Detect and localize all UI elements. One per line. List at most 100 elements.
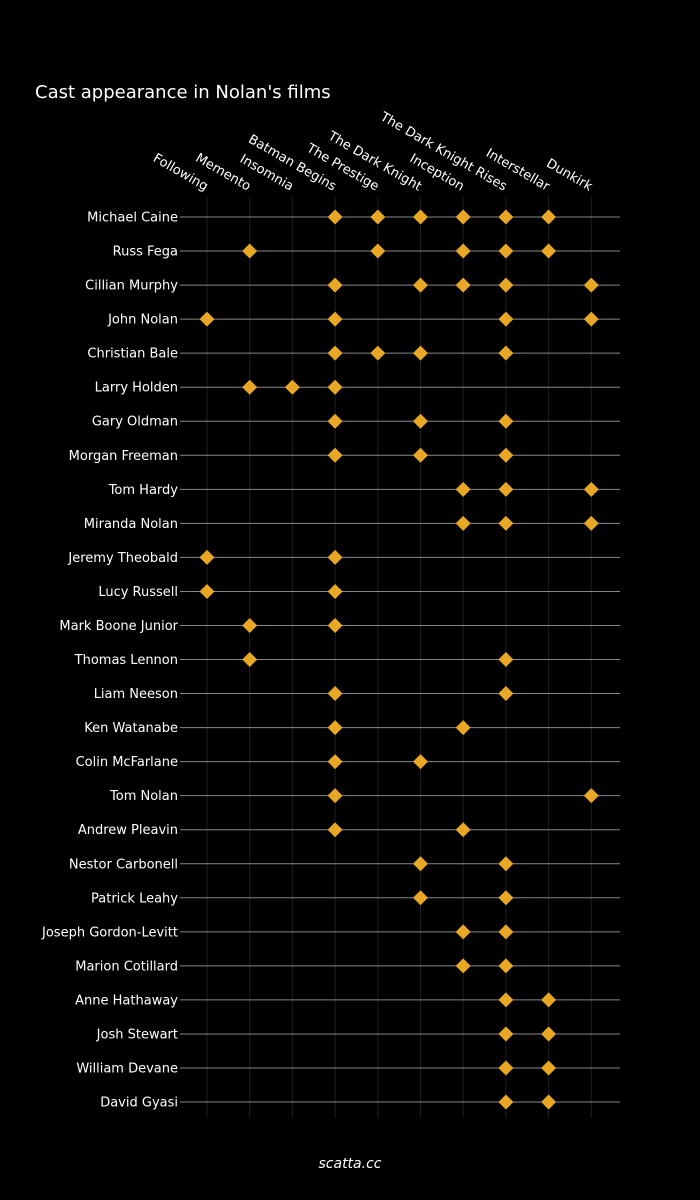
cast-label-michael-caine: Michael Caine (87, 211, 178, 226)
cast-label-john-nolan: John Nolan (107, 313, 178, 328)
marker-cillian-murphy-the-dark-knight[interactable] (413, 277, 428, 293)
cast-label-ken-watanabe: Ken Watanabe (84, 721, 178, 736)
marker-morgan-freeman-the-dark-knight-rises[interactable] (498, 447, 514, 463)
marker-patrick-leahy-the-dark-knight-rises[interactable] (498, 890, 514, 906)
marker-josh-stewart-interstellar[interactable] (541, 1026, 557, 1042)
marker-david-gyasi-the-dark-knight-rises[interactable] (498, 1094, 514, 1110)
marker-anne-hathaway-interstellar[interactable] (541, 992, 557, 1008)
marker-tom-nolan-batman-begins[interactable] (327, 788, 343, 804)
marker-joseph-gordon-levitt-inception[interactable] (455, 924, 471, 940)
marker-ken-watanabe-inception[interactable] (455, 720, 471, 736)
chart-title: Cast appearance in Nolan's films (35, 82, 331, 103)
marker-nestor-carbonell-the-dark-knight[interactable] (413, 856, 428, 872)
cast-label-anne-hathaway: Anne Hathaway (75, 993, 178, 1008)
marker-russ-fega-inception[interactable] (455, 243, 471, 259)
marker-russ-fega-the-prestige[interactable] (370, 243, 386, 259)
marker-cillian-murphy-dunkirk[interactable] (583, 277, 599, 293)
marker-lucy-russell-following[interactable] (199, 583, 215, 599)
cast-label-larry-holden: Larry Holden (95, 381, 178, 396)
marker-morgan-freeman-batman-begins[interactable] (327, 447, 343, 463)
marker-liam-neeson-the-dark-knight-rises[interactable] (498, 686, 514, 702)
cast-axis-labels: Michael Caine Russ Fega Cillian Murphy John… (41, 211, 179, 1111)
marker-joseph-gordon-levitt-the-dark-knight-rises[interactable] (498, 924, 514, 940)
marker-anne-hathaway-the-dark-knight-rises[interactable] (498, 992, 514, 1008)
appearance-markers (199, 209, 599, 1110)
marker-cillian-murphy-inception[interactable] (455, 277, 471, 293)
cast-label-morgan-freeman: Morgan Freeman (69, 449, 178, 464)
marker-patrick-leahy-the-dark-knight[interactable] (413, 890, 428, 906)
cast-label-thomas-lennon: Thomas Lennon (74, 653, 178, 668)
cast-label-cillian-murphy: Cillian Murphy (85, 279, 178, 294)
marker-colin-mcfarlane-batman-begins[interactable] (327, 754, 343, 770)
marker-tom-hardy-inception[interactable] (455, 481, 471, 497)
cast-label-liam-neeson: Liam Neeson (94, 687, 178, 702)
cast-label-nestor-carbonell: Nestor Carbonell (69, 857, 178, 872)
cast-label-christian-bale: Christian Bale (87, 347, 178, 362)
marker-gary-oldman-batman-begins[interactable] (327, 413, 343, 429)
marker-john-nolan-following[interactable] (199, 311, 215, 327)
marker-christian-bale-the-dark-knight[interactable] (413, 345, 428, 361)
marker-william-devane-the-dark-knight-rises[interactable] (498, 1060, 514, 1076)
marker-christian-bale-batman-begins[interactable] (327, 345, 343, 361)
marker-michael-caine-the-dark-knight-rises[interactable] (498, 209, 514, 225)
marker-marion-cotillard-the-dark-knight-rises[interactable] (498, 958, 514, 974)
cast-label-mark-boone-junior: Mark Boone Junior (59, 619, 178, 634)
cast-label-william-devane: William Devane (76, 1062, 178, 1077)
cast-label-gary-oldman: Gary Oldman (92, 415, 178, 430)
marker-colin-mcfarlane-the-dark-knight[interactable] (413, 754, 428, 770)
marker-jeremy-theobald-following[interactable] (199, 549, 215, 565)
cast-label-joseph-gordon-levitt: Joseph Gordon-Levitt (41, 925, 178, 940)
cast-label-andrew-pleavin: Andrew Pleavin (78, 823, 178, 838)
marker-john-nolan-batman-begins[interactable] (327, 311, 343, 327)
marker-gary-oldman-the-dark-knight-rises[interactable] (498, 413, 514, 429)
cast-label-colin-mcfarlane: Colin McFarlane (76, 755, 178, 770)
marker-miranda-nolan-dunkirk[interactable] (583, 515, 599, 531)
marker-christian-bale-the-dark-knight-rises[interactable] (498, 345, 514, 361)
marker-russ-fega-memento[interactable] (242, 243, 258, 259)
marker-jeremy-theobald-batman-begins[interactable] (327, 549, 343, 565)
marker-tom-hardy-dunkirk[interactable] (583, 481, 599, 497)
marker-gary-oldman-the-dark-knight[interactable] (413, 413, 428, 429)
marker-larry-holden-batman-begins[interactable] (327, 379, 343, 395)
cast-label-josh-stewart: Josh Stewart (96, 1027, 178, 1042)
marker-larry-holden-memento[interactable] (242, 379, 258, 395)
marker-larry-holden-insomnia[interactable] (284, 379, 300, 395)
marker-michael-caine-the-prestige[interactable] (370, 209, 386, 225)
marker-john-nolan-the-dark-knight-rises[interactable] (498, 311, 514, 327)
marker-christian-bale-the-prestige[interactable] (370, 345, 386, 361)
marker-lucy-russell-batman-begins[interactable] (327, 583, 343, 599)
marker-andrew-pleavin-batman-begins[interactable] (327, 822, 343, 838)
marker-michael-caine-inception[interactable] (455, 209, 471, 225)
marker-russ-fega-the-dark-knight-rises[interactable] (498, 243, 514, 259)
marker-josh-stewart-the-dark-knight-rises[interactable] (498, 1026, 514, 1042)
marker-liam-neeson-batman-begins[interactable] (327, 686, 343, 702)
marker-morgan-freeman-the-dark-knight[interactable] (413, 447, 428, 463)
marker-david-gyasi-interstellar[interactable] (541, 1094, 557, 1110)
marker-ken-watanabe-batman-begins[interactable] (327, 720, 343, 736)
cast-label-david-gyasi: David Gyasi (100, 1096, 178, 1111)
marker-michael-caine-interstellar[interactable] (541, 209, 557, 225)
column-gridlines (206, 196, 592, 1118)
marker-cillian-murphy-batman-begins[interactable] (327, 277, 343, 293)
marker-michael-caine-batman-begins[interactable] (327, 209, 343, 225)
marker-mark-boone-junior-batman-begins[interactable] (327, 617, 343, 633)
marker-andrew-pleavin-inception[interactable] (455, 822, 471, 838)
marker-tom-hardy-the-dark-knight-rises[interactable] (498, 481, 514, 497)
marker-miranda-nolan-the-dark-knight-rises[interactable] (498, 515, 514, 531)
footer-credit: scatta.cc (318, 1156, 382, 1172)
marker-tom-nolan-dunkirk[interactable] (583, 788, 599, 804)
cast-label-tom-nolan: Tom Nolan (109, 789, 178, 804)
marker-thomas-lennon-the-dark-knight-rises[interactable] (498, 652, 514, 668)
marker-thomas-lennon-memento[interactable] (242, 652, 258, 668)
marker-nestor-carbonell-the-dark-knight-rises[interactable] (498, 856, 514, 872)
marker-john-nolan-dunkirk[interactable] (583, 311, 599, 327)
marker-michael-caine-the-dark-knight[interactable] (413, 209, 428, 225)
marker-cillian-murphy-the-dark-knight-rises[interactable] (498, 277, 514, 293)
marker-mark-boone-junior-memento[interactable] (242, 617, 258, 633)
marker-miranda-nolan-inception[interactable] (455, 515, 471, 531)
marker-marion-cotillard-inception[interactable] (455, 958, 471, 974)
marker-russ-fega-interstellar[interactable] (541, 243, 557, 259)
marker-william-devane-interstellar[interactable] (541, 1060, 557, 1076)
